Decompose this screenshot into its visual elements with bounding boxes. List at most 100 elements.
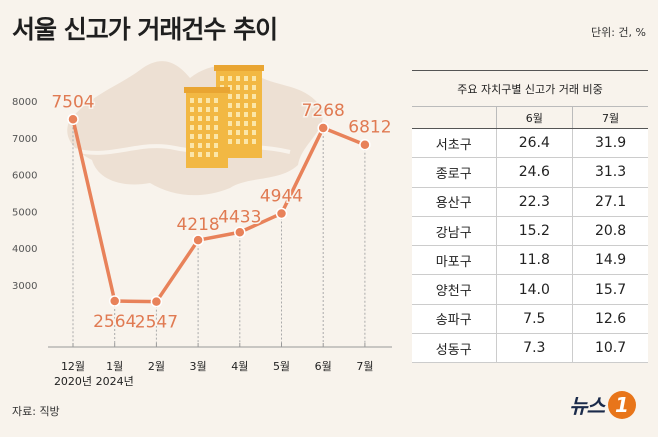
table-header-blank (412, 106, 496, 129)
data-label: 6812 (348, 118, 391, 138)
building-window (244, 139, 248, 144)
x-tick-label: 4월 (231, 360, 248, 373)
district-name: 양천구 (412, 274, 496, 305)
table-row: 양천구 14.0 15.7 (412, 274, 648, 305)
building-window (236, 121, 240, 126)
building-window (220, 76, 224, 81)
x-axis: 12월 2020년 1월 2024년 2월 3월 4월 5월 6월 7월 (48, 343, 392, 388)
data-point (234, 226, 246, 239)
x-tick-label: 3월 (190, 360, 207, 373)
unit-label: 단위: 건, % (590, 26, 646, 39)
building-icon (184, 87, 230, 168)
building-window (214, 143, 218, 148)
x-tick-label: 6월 (315, 360, 332, 373)
series-polyline (71, 118, 366, 304)
y-tick-label: 4000 (12, 244, 37, 255)
district-name: 종로구 (412, 157, 496, 188)
x-tick-label: 2020년 (54, 375, 92, 388)
building-roof (214, 65, 264, 71)
building-window (198, 143, 202, 148)
building-window (198, 125, 202, 130)
building-window (198, 116, 202, 121)
building-window (252, 139, 256, 144)
july-share: 10.7 (572, 333, 648, 364)
building-window (236, 76, 240, 81)
building-window (214, 125, 218, 130)
district-name: 마포구 (412, 245, 496, 276)
building-window (244, 130, 248, 135)
y-tick-label: 5000 (12, 207, 37, 218)
building-window (236, 103, 240, 108)
building-window (228, 112, 232, 117)
june-share: 7.3 (495, 333, 573, 364)
x-tick-label: 2월 (148, 360, 165, 373)
district-name: 용산구 (412, 187, 496, 217)
district-name: 성동구 (412, 333, 496, 364)
data-label: 4433 (218, 207, 261, 227)
table-row: 서초구 26.4 31.9 (412, 128, 648, 159)
building-window (236, 85, 240, 90)
data-label: 2564 (93, 312, 136, 332)
map-illustration (67, 61, 323, 196)
june-share: 24.6 (495, 157, 573, 188)
building-window (206, 125, 210, 130)
district-share-table: 주요 자치구별 신고가 거래 비중 6월 7월 서초구 26.4 31.9 종로구 24… (412, 70, 648, 364)
data-point (67, 113, 79, 126)
building-window (228, 76, 232, 81)
building-window (236, 139, 240, 144)
x-tick-label: 12월 (61, 360, 85, 373)
x-tick-label: 2024년 (96, 375, 134, 388)
table-row: 송파구 7.5 12.6 (412, 304, 648, 335)
y-tick-label: 6000 (12, 171, 37, 182)
news1-logo: 뉴스 1 (569, 390, 636, 419)
district-name: 강남구 (412, 216, 496, 247)
june-share: 14.0 (495, 274, 573, 305)
building-window (206, 152, 210, 157)
building-window (206, 116, 210, 121)
building-window (198, 98, 202, 103)
line-chart: 8000 7000 6000 5000 4000 3000 12월 2020년 1월 2024년… (12, 61, 393, 388)
building-window (206, 134, 210, 139)
building-window (244, 103, 248, 108)
building-window (252, 112, 256, 117)
data-point (108, 295, 121, 307)
x-tick-label: 5월 (273, 360, 290, 373)
july-share: 20.8 (572, 216, 648, 247)
building-window (244, 94, 248, 99)
district-name: 송파구 (412, 304, 496, 335)
building-window (244, 112, 248, 117)
table-row: 마포구 11.8 14.9 (412, 245, 648, 276)
building-window (198, 152, 202, 157)
series-line (67, 113, 371, 308)
building-window (236, 112, 240, 117)
july-share: 31.9 (572, 128, 648, 159)
x-tick-label: 1월 (106, 360, 123, 373)
building-window (198, 134, 202, 139)
july-share: 15.7 (572, 274, 648, 305)
building-roof (184, 87, 230, 93)
data-label: 7268 (302, 101, 345, 121)
table-caption-row: 주요 자치구별 신고가 거래 비중 (412, 70, 648, 107)
data-point (317, 122, 329, 134)
data-label: 4218 (176, 215, 219, 235)
building-window (252, 121, 256, 126)
y-tick-label: 3000 (12, 281, 37, 292)
july-share: 27.1 (572, 187, 648, 217)
building-window (236, 130, 240, 135)
building-window (206, 143, 210, 148)
table-row: 성동구 7.3 10.7 (412, 333, 648, 364)
table-row: 강남구 15.2 20.8 (412, 216, 648, 247)
y-tick-label: 8000 (12, 97, 37, 108)
july-share: 31.3 (572, 157, 648, 188)
building-window (244, 85, 248, 90)
data-label: 2547 (135, 313, 178, 333)
july-share: 12.6 (572, 304, 648, 335)
building-window (252, 76, 256, 81)
table-header-july: 7월 (572, 106, 648, 129)
building-window (190, 107, 194, 112)
june-share: 26.4 (495, 128, 573, 159)
data-label: 7504 (51, 92, 94, 112)
y-axis: 8000 7000 6000 5000 4000 3000 (12, 97, 37, 292)
building-window (228, 139, 232, 144)
